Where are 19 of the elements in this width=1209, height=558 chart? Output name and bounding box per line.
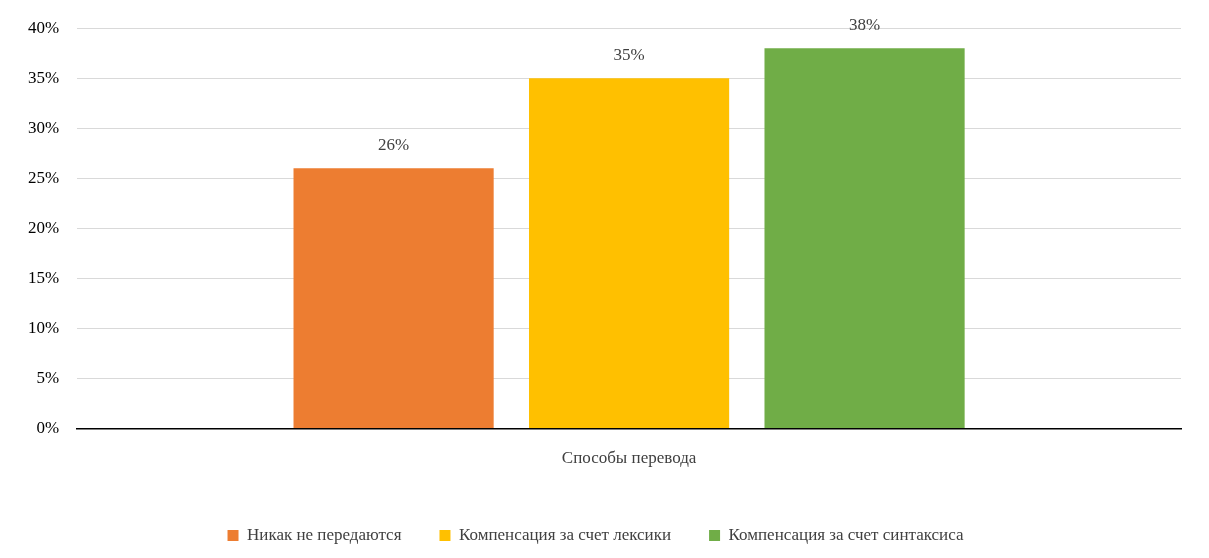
bar <box>529 78 730 429</box>
y-tick-label: 25% <box>27 167 60 187</box>
y-tick-label: 35% <box>27 67 60 87</box>
data-label: 35% <box>613 45 645 65</box>
y-tick-label: 30% <box>27 117 60 137</box>
y-tick-label: 0% <box>36 418 60 438</box>
data-label: 38% <box>848 15 881 35</box>
legend-label: Компенсация за счет лексики <box>458 524 672 544</box>
y-tick-label: 20% <box>27 217 60 237</box>
bar <box>293 168 494 429</box>
legend-label: Компенсация за счет синтаксиса <box>728 524 964 544</box>
y-tick-label: 40% <box>27 17 60 37</box>
data-label: 26% <box>378 135 410 155</box>
y-tick-label: 5% <box>36 368 60 388</box>
legend-label: Никак не передаются <box>247 524 402 544</box>
bar <box>764 48 965 429</box>
y-tick-label: 10% <box>27 317 60 337</box>
x-tick-label: Способы перевода <box>561 448 697 468</box>
y-tick-label: 15% <box>27 267 60 287</box>
